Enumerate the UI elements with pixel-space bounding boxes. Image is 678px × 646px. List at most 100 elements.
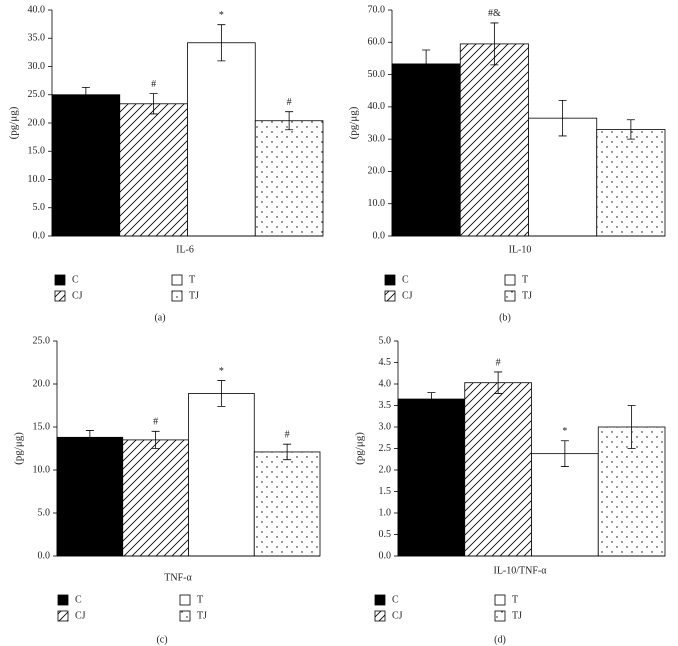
legend-label: C <box>75 594 82 605</box>
legend-label: CJ <box>72 290 83 301</box>
x-axis-label: IL-10 <box>509 244 532 255</box>
y-tick-label: 0.0 <box>33 230 46 241</box>
y-axis-label: (pg/μg) <box>354 432 366 465</box>
y-tick-label: 25.0 <box>28 89 46 100</box>
legend-label: C <box>402 274 409 285</box>
y-tick-label: 1.0 <box>379 507 392 518</box>
y-tick-label: 20.0 <box>28 117 46 128</box>
bar <box>459 43 529 237</box>
legend-label: TJ <box>197 610 207 621</box>
significance-marker: # <box>496 357 501 368</box>
error-bar <box>85 430 94 445</box>
legend-swatch <box>54 290 66 302</box>
legend-label: T <box>512 594 518 605</box>
bar <box>51 94 121 237</box>
significance-marker: * <box>219 366 224 377</box>
legend-label: TJ <box>512 610 522 621</box>
bar <box>253 451 321 557</box>
error-bar <box>494 371 503 394</box>
y-tick-label: 35.0 <box>28 33 46 44</box>
error-bar <box>558 100 567 137</box>
legend-swatch <box>179 610 191 622</box>
y-tick-label: 15.0 <box>28 146 46 157</box>
y-tick-label: 5.0 <box>33 202 46 213</box>
y-tick-label: 0.0 <box>373 230 386 241</box>
significance-marker: # <box>153 417 158 428</box>
legend-swatch <box>179 594 191 606</box>
legend-swatch <box>374 610 386 622</box>
x-axis-label: IL-6 <box>176 244 194 255</box>
y-tick-label: 50.0 <box>368 69 386 80</box>
legend-label: TJ <box>189 290 199 301</box>
legend-label: T <box>197 594 203 605</box>
error-bar <box>283 443 292 461</box>
panel-caption: (c) <box>156 634 167 645</box>
significance-marker: * <box>562 426 567 437</box>
bar <box>188 393 255 557</box>
y-tick-label: 40.0 <box>368 101 386 112</box>
bar <box>122 439 189 557</box>
error-bar <box>217 24 226 62</box>
bar <box>187 42 256 237</box>
legend-swatch <box>384 290 396 302</box>
legend-label: C <box>392 594 399 605</box>
error-bar <box>81 87 90 103</box>
error-bar <box>217 380 226 407</box>
y-tick-label: 30.0 <box>368 133 386 144</box>
y-tick-label: 4.0 <box>379 378 392 389</box>
y-tick-label: 10.0 <box>368 198 386 209</box>
bar <box>464 382 532 557</box>
legend-label: C <box>72 274 79 285</box>
y-axis-label: (pg/μg) <box>348 106 360 139</box>
error-bar <box>427 392 436 406</box>
y-tick-label: 60.0 <box>368 37 386 48</box>
legend-swatch <box>504 274 516 286</box>
bar <box>254 120 324 237</box>
y-tick-label: 5.0 <box>38 507 51 518</box>
error-bar <box>422 49 431 79</box>
x-axis-label: TNF-α <box>164 572 192 583</box>
y-tick-label: 20.0 <box>368 166 386 177</box>
legend-label: TJ <box>522 290 532 301</box>
y-tick-label: 40.0 <box>28 4 46 15</box>
y-tick-label: 3.0 <box>379 421 392 432</box>
legend-swatch <box>374 594 386 606</box>
bar <box>56 436 124 557</box>
legend-swatch <box>494 594 506 606</box>
legend-label: CJ <box>402 290 413 301</box>
legend-label: CJ <box>392 610 403 621</box>
bar <box>596 129 666 237</box>
panel-caption: (a) <box>154 312 165 323</box>
y-tick-label: 70.0 <box>368 4 386 15</box>
significance-marker: * <box>219 10 224 21</box>
bar <box>119 103 188 237</box>
error-bar <box>151 430 160 449</box>
error-bar <box>285 111 294 131</box>
y-tick-label: 0.0 <box>379 550 392 561</box>
y-tick-label: 1.5 <box>379 486 392 497</box>
y-tick-label: 4.5 <box>379 357 392 368</box>
significance-marker: # <box>151 79 156 90</box>
panel-caption: (d) <box>494 634 506 645</box>
legend-swatch <box>504 290 516 302</box>
legend-swatch <box>171 274 183 286</box>
y-axis-label: (pg/μg) <box>8 106 20 139</box>
error-bar <box>149 93 158 115</box>
bar <box>531 453 599 557</box>
y-tick-label: 30.0 <box>28 61 46 72</box>
y-tick-label: 0.0 <box>38 550 51 561</box>
legend-swatch <box>57 610 69 622</box>
y-tick-label: 15.0 <box>33 421 51 432</box>
y-axis-label: (pg/μg) <box>13 432 25 465</box>
y-tick-label: 10.0 <box>28 174 46 185</box>
y-tick-label: 0.5 <box>379 529 392 540</box>
legend-swatch <box>494 610 506 622</box>
significance-marker: # <box>287 97 292 108</box>
error-bar <box>626 119 635 140</box>
legend-swatch <box>171 290 183 302</box>
significance-marker: # <box>285 429 290 440</box>
significance-marker: #& <box>488 8 501 19</box>
error-bar <box>560 440 569 467</box>
y-tick-label: 3.5 <box>379 400 392 411</box>
